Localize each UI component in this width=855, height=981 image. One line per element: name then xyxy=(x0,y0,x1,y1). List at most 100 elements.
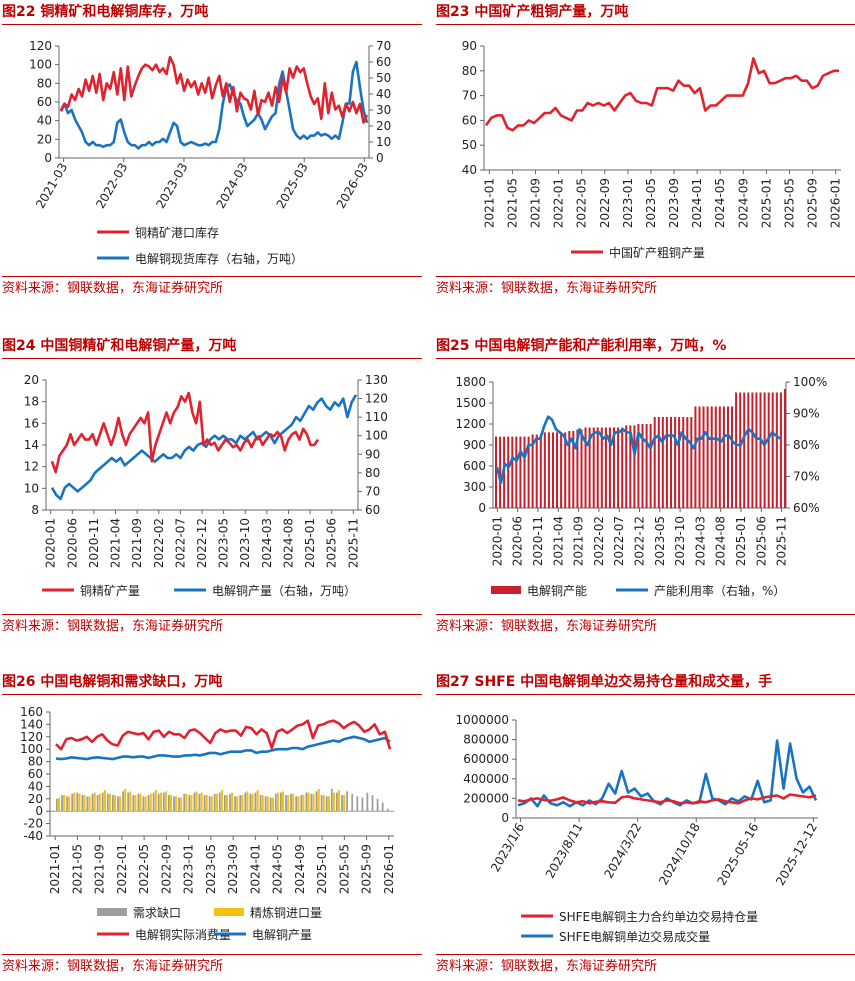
demand-gap-bar xyxy=(351,793,354,812)
series-line-open-interest xyxy=(517,793,817,805)
demand-gap-bar xyxy=(224,795,226,812)
chart-source: 资料来源：钢联数据，东海证券研究所 xyxy=(436,614,855,637)
capacity-bar xyxy=(665,417,668,508)
y-tick-label: 12 xyxy=(24,460,39,474)
demand-gap-bar xyxy=(132,795,135,812)
y-tick-label: 8 xyxy=(31,503,39,517)
demand-gap-bar xyxy=(280,792,282,812)
series-line-concentrate-output xyxy=(50,391,320,474)
demand-gap-bar xyxy=(381,802,384,812)
x-tick-label: 2025-01 xyxy=(315,844,329,894)
import-bar xyxy=(108,793,111,812)
chart-27-svg: 0 200000 400000 600000 800000 1000000 2023/1/6… xyxy=(456,713,821,944)
demand-gap-bar xyxy=(203,795,206,812)
capacity-bar xyxy=(600,427,603,508)
series-line-consumption xyxy=(55,719,392,751)
import-bar xyxy=(287,795,290,812)
y-right-tick-label: 70 xyxy=(376,39,391,53)
demand-gap-bar xyxy=(346,791,348,812)
demand-gap-bar xyxy=(371,795,374,812)
demand-gap-bar xyxy=(183,793,186,812)
x-tick-label: 2020-06 xyxy=(65,518,79,568)
capacity-bar xyxy=(621,427,624,508)
import-bar xyxy=(261,795,264,812)
y-tick-label: 1500 xyxy=(455,396,486,410)
x-tick-label: 2021-01 xyxy=(48,844,62,894)
x-tick-label: 2023-01 xyxy=(182,844,196,894)
x-tick-label: 2024-03 xyxy=(260,518,274,568)
demand-gap-bar xyxy=(142,796,145,812)
legend-label: 电解铜实际消费量 xyxy=(135,927,231,942)
import-bar xyxy=(241,795,244,812)
legend-swatch xyxy=(491,586,521,594)
chart-title: 图22 铜精矿和电解铜库存，万吨 xyxy=(2,2,422,25)
x-tick-label: 2021-09 xyxy=(572,516,586,566)
import-bar xyxy=(317,788,320,812)
y-tick-label: 60 xyxy=(28,767,43,781)
y-tick-label: 70 xyxy=(462,89,477,103)
demand-gap-bar xyxy=(290,793,292,812)
demand-gap-bar xyxy=(310,793,313,812)
import-bar xyxy=(164,791,167,812)
import-bar xyxy=(246,791,249,812)
x-tick-label: 2025-05 xyxy=(782,178,796,228)
capacity-bar xyxy=(767,392,770,508)
y-right-tick-label: 10 xyxy=(376,135,391,149)
y-right-tick-label: 70% xyxy=(793,470,820,484)
x-tick-label: 2025-03 xyxy=(274,161,311,211)
y-tick-label: 18 xyxy=(24,395,39,409)
chart-title: 图25 中国电解铜产能和产能利用率，万吨，% xyxy=(436,336,855,359)
x-tick-label: 2023-09 xyxy=(667,178,681,228)
x-tick-label: 2021-05 xyxy=(505,178,519,228)
x-tick-label: 2022-02 xyxy=(152,518,166,568)
capacity-bar xyxy=(564,432,567,508)
import-bar xyxy=(327,796,330,812)
x-tick-label: 2025-01 xyxy=(759,178,773,228)
x-tick-label: 2024-09 xyxy=(293,844,307,894)
demand-gap-bar xyxy=(152,792,155,812)
demand-gap-bar xyxy=(295,796,298,812)
x-tick-label: 2025-06 xyxy=(325,518,339,568)
capacity-bar xyxy=(771,392,774,508)
x-tick-label: 2022-12 xyxy=(633,516,647,566)
y-tick-label: 0 xyxy=(501,811,509,825)
capacity-bar xyxy=(674,417,677,508)
import-bar xyxy=(282,791,285,812)
y-right-tick-label: 100 xyxy=(365,429,388,443)
y-tick-label: 160 xyxy=(20,705,43,719)
y-tick-label: 10 xyxy=(24,481,39,495)
capacity-bar xyxy=(568,431,571,508)
x-tick-label: 2026-01 xyxy=(829,178,843,228)
import-bar xyxy=(68,796,71,812)
demand-gap-bar xyxy=(96,795,99,812)
capacity-bar xyxy=(690,417,693,508)
capacity-bar xyxy=(592,427,595,508)
y-tick-label: 0 xyxy=(478,501,486,515)
y-right-tick-label: 120 xyxy=(365,392,388,406)
capacity-bar xyxy=(633,425,636,508)
demand-gap-bar xyxy=(274,793,277,812)
x-tick-label: 2024-01 xyxy=(248,844,262,894)
y-tick-label: 400000 xyxy=(463,772,509,786)
demand-gap-bar xyxy=(173,796,175,812)
capacity-bar xyxy=(698,406,701,508)
legend-label: 中国矿产粗铜产量 xyxy=(609,245,705,260)
demand-gap-bar xyxy=(341,795,343,812)
chart-title: 图26 中国电解铜和需求缺口，万吨 xyxy=(2,672,422,695)
capacity-bar xyxy=(499,436,502,508)
y-tick-label: 60 xyxy=(462,113,477,127)
capacity-bar xyxy=(686,417,689,508)
x-tick-label: 2025-01 xyxy=(303,518,317,568)
demand-gap-bar xyxy=(213,793,216,812)
x-tick-label: 2024-03 xyxy=(213,161,250,211)
demand-gap-bar xyxy=(117,796,119,812)
import-bar xyxy=(83,795,86,812)
x-tick-label: 2022-07 xyxy=(612,516,626,566)
capacity-bar xyxy=(637,424,640,508)
import-bar xyxy=(88,796,91,812)
capacity-bar xyxy=(560,432,563,508)
import-bar xyxy=(266,796,269,812)
legend-label: SHFE电解铜主力合约单边交易持仓量 xyxy=(559,909,758,924)
y-tick-label: 14 xyxy=(24,438,39,452)
x-tick-label: 2021-03 xyxy=(33,161,70,211)
